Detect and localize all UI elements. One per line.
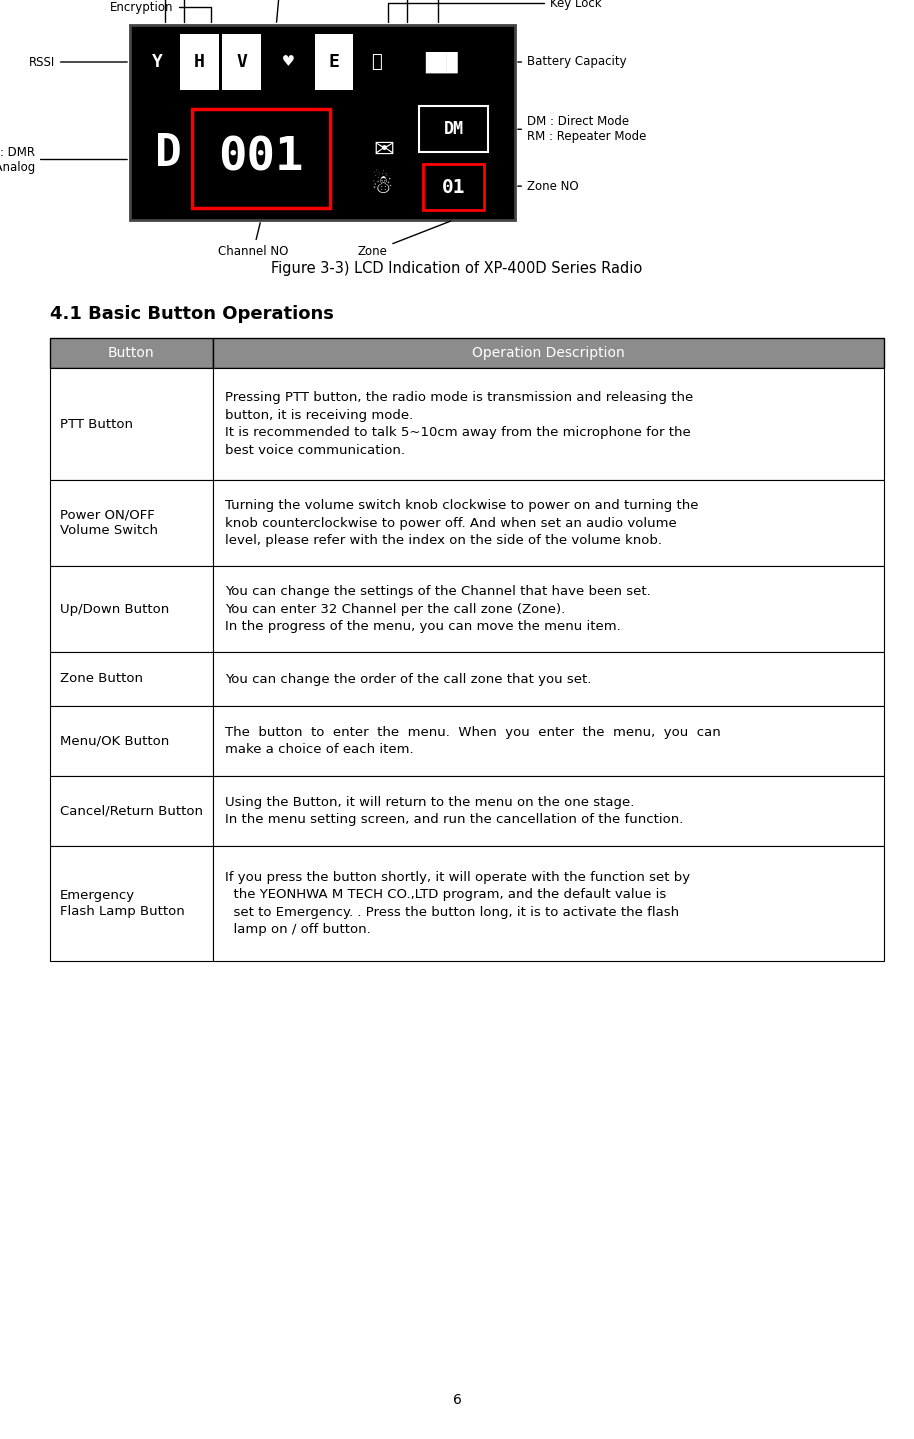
Text: Up/Down Button: Up/Down Button — [60, 603, 169, 616]
Text: 6: 6 — [452, 1393, 462, 1407]
Text: You can change the order of the call zone that you set.: You can change the order of the call zon… — [225, 672, 591, 685]
Text: button, it is receiving mode.: button, it is receiving mode. — [225, 409, 413, 422]
Text: Battery Capacity: Battery Capacity — [517, 56, 627, 69]
Text: the YEONHWA M TECH CO.,LTD program, and the default value is: the YEONHWA M TECH CO.,LTD program, and … — [225, 888, 666, 901]
Text: It is recommended to talk 5~10cm away from the microphone for the: It is recommended to talk 5~10cm away fr… — [225, 426, 690, 439]
Text: Message In: Message In — [408, 0, 616, 22]
Text: If you press the button shortly, it will operate with the function set by: If you press the button shortly, it will… — [225, 871, 690, 884]
Text: RSSI: RSSI — [28, 56, 127, 69]
Text: Zone NO: Zone NO — [517, 180, 579, 193]
Text: ☃: ☃ — [371, 174, 393, 199]
Text: Button: Button — [108, 345, 154, 360]
Text: Etiquette(Vibration): Etiquette(Vibration) — [438, 0, 667, 22]
Text: DM: DM — [443, 121, 463, 138]
Bar — [213, 481, 884, 566]
Text: The  button  to  enter  the  menu.  When  you  enter  the  menu,  you  can: The button to enter the menu. When you e… — [225, 725, 720, 738]
Text: H: H — [194, 53, 205, 71]
Bar — [213, 707, 884, 776]
Bar — [213, 368, 884, 481]
Bar — [50, 846, 213, 961]
Text: best voice communication.: best voice communication. — [225, 443, 405, 456]
Text: Menu/OK Button: Menu/OK Button — [60, 734, 169, 747]
Bar — [50, 566, 213, 652]
Bar — [50, 652, 213, 707]
Text: Turning the volume switch knob clockwise to power on and turning the: Turning the volume switch knob clockwise… — [225, 499, 698, 512]
Bar — [50, 707, 213, 776]
Text: Cancel/Return Button: Cancel/Return Button — [60, 804, 203, 817]
Text: ███: ███ — [426, 52, 458, 73]
Bar — [213, 566, 884, 652]
Text: DM : Direct Mode
RM : Repeater Mode: DM : Direct Mode RM : Repeater Mode — [517, 115, 646, 144]
Text: Power ON/OFF
Volume Switch: Power ON/OFF Volume Switch — [60, 509, 158, 537]
Text: VOX: VOX — [85, 0, 184, 22]
Bar — [50, 338, 213, 368]
Text: D : DMR
A : Analog: D : DMR A : Analog — [0, 145, 127, 174]
Text: ✉: ✉ — [374, 138, 395, 161]
Text: Zone: Zone — [357, 222, 451, 258]
Text: In the menu setting screen, and run the cancellation of the function.: In the menu setting screen, and run the … — [225, 813, 683, 826]
Text: lamp on / off button.: lamp on / off button. — [225, 924, 370, 937]
Bar — [192, 109, 330, 207]
Bar — [130, 24, 515, 220]
Text: E: E — [329, 53, 339, 71]
Bar — [419, 106, 488, 153]
Text: You can change the settings of the Channel that have been set.: You can change the settings of the Chann… — [225, 586, 651, 599]
Bar — [422, 164, 484, 210]
Text: In the progress of the menu, you can move the menu item.: In the progress of the menu, you can mov… — [225, 620, 621, 633]
Text: ♥: ♥ — [282, 53, 293, 71]
Text: set to Emergency. . Press the button long, it is to activate the flash: set to Emergency. . Press the button lon… — [225, 905, 679, 918]
Text: PTT Button: PTT Button — [60, 417, 133, 430]
Text: level, please refer with the index on the side of the volume knob.: level, please refer with the index on th… — [225, 534, 662, 547]
Text: knob counterclockwise to power off. And when set an audio volume: knob counterclockwise to power off. And … — [225, 517, 676, 530]
Bar — [213, 652, 884, 707]
Bar — [50, 368, 213, 481]
Text: D: D — [155, 132, 182, 176]
Bar — [50, 481, 213, 566]
Text: ⚿: ⚿ — [371, 53, 382, 71]
Text: V: V — [236, 53, 247, 71]
Text: 4.1 Basic Button Operations: 4.1 Basic Button Operations — [50, 305, 334, 322]
Text: 01: 01 — [441, 178, 465, 197]
Text: You can enter 32 Channel per the call zone (Zone).: You can enter 32 Channel per the call zo… — [225, 603, 565, 616]
Text: make a choice of each item.: make a choice of each item. — [225, 744, 413, 757]
Bar — [213, 338, 884, 368]
Text: Pressing PTT button, the radio mode is transmission and releasing the: Pressing PTT button, the radio mode is t… — [225, 391, 693, 404]
Text: Operation Description: Operation Description — [472, 345, 624, 360]
Text: Emergency
Flash Lamp Button: Emergency Flash Lamp Button — [60, 889, 185, 918]
Text: Key Lock: Key Lock — [388, 0, 601, 22]
Text: Encryption: Encryption — [110, 0, 211, 22]
Text: Figure 3-3) LCD Indication of XP-400D Series Radio: Figure 3-3) LCD Indication of XP-400D Se… — [271, 260, 643, 275]
Bar — [50, 776, 213, 846]
Bar — [213, 846, 884, 961]
Text: Using the Button, it will return to the menu on the one stage.: Using the Button, it will return to the … — [225, 796, 634, 809]
Text: Zone Button: Zone Button — [60, 672, 143, 685]
Text: SCAN: SCAN — [265, 0, 297, 22]
Text: 001: 001 — [218, 135, 303, 181]
Bar — [314, 35, 354, 89]
Text: Y: Y — [152, 53, 163, 71]
Bar — [213, 776, 884, 846]
Text: RF Power: RF Power — [70, 0, 165, 22]
Text: Channel NO: Channel NO — [218, 223, 289, 258]
Bar — [222, 35, 260, 89]
Bar — [180, 35, 218, 89]
